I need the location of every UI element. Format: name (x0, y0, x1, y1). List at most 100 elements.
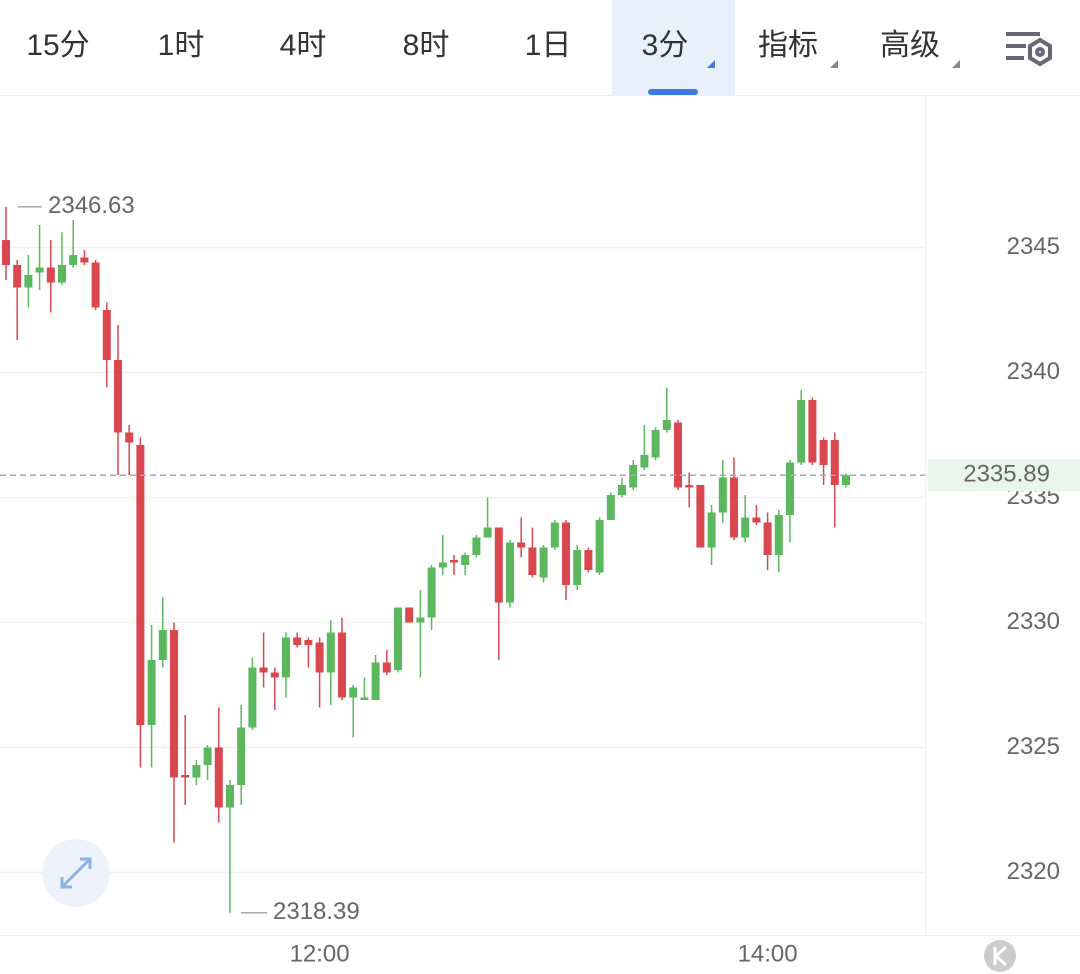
candle-body (528, 547, 537, 575)
candle-body (158, 630, 167, 660)
candle-body (584, 550, 593, 570)
tab[interactable]: 8时 (403, 29, 450, 62)
candle-body (136, 445, 145, 725)
candle-body (24, 275, 33, 288)
candle-body (382, 662, 391, 673)
candle-body (91, 262, 100, 308)
active-tab-bg (612, 0, 735, 95)
candle-body (562, 522, 570, 585)
candle-body (438, 562, 447, 568)
candle-body (304, 640, 313, 645)
tab[interactable]: 1日 (525, 29, 572, 62)
candle-body (573, 550, 582, 585)
candle-body (416, 617, 425, 623)
candle-body (842, 475, 850, 485)
candle-body (472, 537, 481, 555)
candle-body (371, 662, 380, 700)
tab[interactable]: 4时 (280, 29, 327, 62)
candle-body (494, 527, 503, 603)
candle-body (763, 522, 772, 555)
tab[interactable]: 指标 (758, 29, 818, 62)
candle-body (618, 485, 626, 495)
k-button[interactable] (984, 940, 1016, 972)
dropdown-triangle (707, 60, 715, 68)
candle-body (315, 642, 324, 673)
y-tick-label: 2325 (1007, 733, 1060, 760)
candle-body (192, 765, 201, 778)
y-tick-label: 2330 (1007, 608, 1060, 635)
candle-body (427, 567, 436, 618)
x-tick-label: 14:00 (738, 940, 798, 967)
candle-body (808, 400, 817, 463)
candle-body (550, 522, 559, 548)
candle-body (483, 527, 492, 538)
y-tick-label: 2345 (1007, 233, 1060, 260)
candle-body (181, 775, 190, 778)
candle-body (685, 485, 694, 488)
last-price-label: 2335.89 (963, 461, 1050, 488)
candle-body (405, 607, 414, 623)
candle-body (35, 267, 44, 273)
candle-body (539, 547, 548, 578)
candle-body (237, 727, 246, 785)
candle-body (270, 672, 279, 678)
candle-body (80, 257, 89, 263)
candle-body (2, 240, 10, 265)
candle-body (58, 265, 66, 283)
tab[interactable]: 15分 (26, 29, 89, 62)
candle-body (102, 310, 111, 360)
tab[interactable]: 3分 (642, 29, 689, 62)
y-tick-label: 2320 (1007, 858, 1060, 885)
candle-body (774, 515, 783, 555)
candle-body (248, 667, 257, 728)
candle-body (640, 455, 649, 468)
candle-body (517, 542, 526, 548)
y-tick-label: 2340 (1007, 358, 1060, 385)
candle-body (461, 555, 470, 565)
candle-body (349, 687, 358, 698)
candle-body (606, 495, 615, 520)
candle-body (718, 477, 727, 513)
candle-body (360, 697, 369, 700)
candle-body (506, 542, 514, 603)
tab[interactable]: 1时 (158, 29, 205, 62)
candle-body (214, 747, 223, 808)
candle-body (830, 440, 839, 485)
candle-body (114, 360, 122, 433)
candle-body (450, 560, 458, 563)
expand-button[interactable] (42, 839, 110, 907)
candle-body (662, 420, 671, 430)
candle-body (203, 747, 212, 765)
tab[interactable]: 高级 (880, 29, 940, 62)
x-tick-label: 12:00 (290, 940, 350, 967)
candle-body (46, 267, 55, 283)
candle-body (696, 485, 705, 548)
settings-icon[interactable] (1006, 32, 1052, 67)
candle-body (819, 440, 828, 465)
candle-body (651, 430, 660, 458)
candle-body (394, 607, 402, 670)
candle-body (282, 637, 290, 678)
candle-body (741, 517, 750, 538)
candle-body (125, 432, 134, 443)
dropdown-triangle (830, 60, 838, 68)
candle-body (730, 477, 738, 538)
candle-body (147, 660, 156, 725)
low-marker-label: 2318.39 (273, 898, 360, 925)
candle-body (326, 632, 335, 673)
candle-body (259, 667, 268, 673)
candle-body (629, 465, 638, 488)
candle-body (786, 462, 794, 515)
candle-body (674, 422, 682, 488)
candle-body (338, 632, 346, 698)
candle-body (595, 520, 604, 573)
high-marker-label: 2346.63 (48, 192, 135, 219)
candle-body (797, 400, 806, 463)
candle-body (707, 512, 716, 548)
tab-bar: 15分 1时 4时 8时 1日 3分 指标 高级 (26, 0, 960, 95)
candle-body (226, 785, 234, 808)
candle-body (13, 265, 22, 288)
last-price-bg (928, 459, 1080, 492)
